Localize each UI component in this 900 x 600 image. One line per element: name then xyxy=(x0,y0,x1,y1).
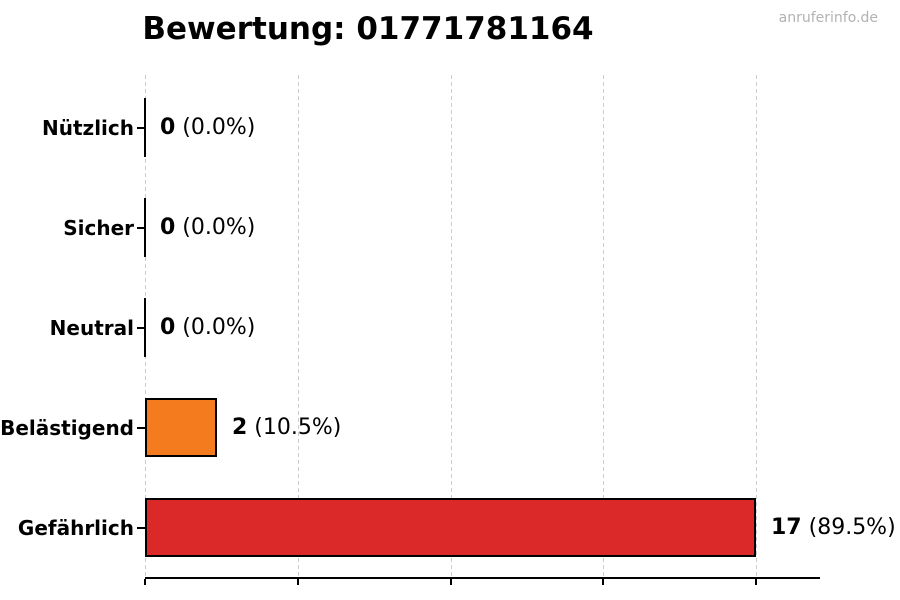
y-axis-tick xyxy=(137,226,145,229)
x-axis-tick xyxy=(297,579,299,585)
value-percent: (0.0%) xyxy=(175,314,256,340)
value-label-sicher: 0 (0.0%) xyxy=(160,214,256,240)
x-axis-tick xyxy=(450,579,452,585)
x-axis-tick xyxy=(602,579,604,585)
value-count: 0 xyxy=(160,114,176,140)
y-axis-tick xyxy=(137,526,145,529)
gridline xyxy=(451,75,452,577)
bar-belaestigend xyxy=(145,398,217,457)
value-count: 17 xyxy=(771,514,802,540)
bar-gefaehrlich xyxy=(145,498,756,557)
zero-bar-neutral xyxy=(144,298,146,357)
category-label-belaestigend: Belästigend xyxy=(0,415,134,440)
value-percent: (0.0%) xyxy=(175,114,256,140)
watermark-text: anruferinfo.de xyxy=(778,10,878,26)
x-axis-tick xyxy=(755,579,757,585)
value-count: 2 xyxy=(232,414,248,440)
value-label-neutral: 0 (0.0%) xyxy=(160,314,256,340)
gridline xyxy=(603,75,604,577)
value-label-gefaehrlich: 17 (89.5%) xyxy=(771,514,896,540)
zero-bar-nuetzlich xyxy=(144,98,146,157)
zero-bar-sicher xyxy=(144,198,146,257)
category-label-nuetzlich: Nützlich xyxy=(42,115,134,140)
category-label-gefaehrlich: Gefährlich xyxy=(17,515,134,540)
y-axis-tick xyxy=(137,426,145,429)
y-axis-tick xyxy=(137,126,145,129)
gridline xyxy=(298,75,299,577)
x-axis-tick xyxy=(144,579,146,585)
category-label-neutral: Neutral xyxy=(49,315,134,340)
chart-title: Bewertung: 01771781164 xyxy=(142,11,594,47)
plot-area: 0 (0.0%) 0 (0.0%) 0 (0.0%) 2 (10.5%) 17 (89.… xyxy=(144,75,896,585)
value-label-nuetzlich: 0 (0.0%) xyxy=(160,114,256,140)
x-axis-line xyxy=(145,577,820,579)
value-percent: (10.5%) xyxy=(247,414,342,440)
value-count: 0 xyxy=(160,214,176,240)
category-label-sicher: Sicher xyxy=(63,215,134,240)
value-percent: (0.0%) xyxy=(175,214,256,240)
y-axis-tick xyxy=(137,326,145,329)
gridline xyxy=(756,75,757,577)
value-percent: (89.5%) xyxy=(801,514,896,540)
value-label-belaestigend: 2 (10.5%) xyxy=(232,414,342,440)
value-count: 0 xyxy=(160,314,176,340)
